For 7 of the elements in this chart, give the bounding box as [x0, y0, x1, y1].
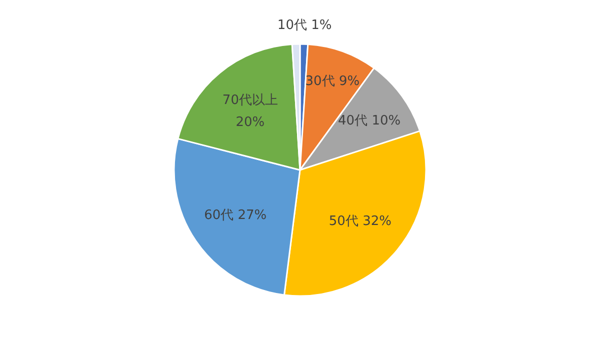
slice-label: 50代 32%	[328, 214, 392, 229]
slice-label: 70代以上	[222, 92, 278, 108]
slice-label: 40代 10%	[338, 114, 401, 129]
data-label: 20%	[236, 114, 265, 130]
slice-label: 30代 9%	[305, 74, 360, 89]
slice-label: 10代 1%	[277, 18, 332, 34]
slice-label: 60代 27%	[204, 208, 267, 223]
